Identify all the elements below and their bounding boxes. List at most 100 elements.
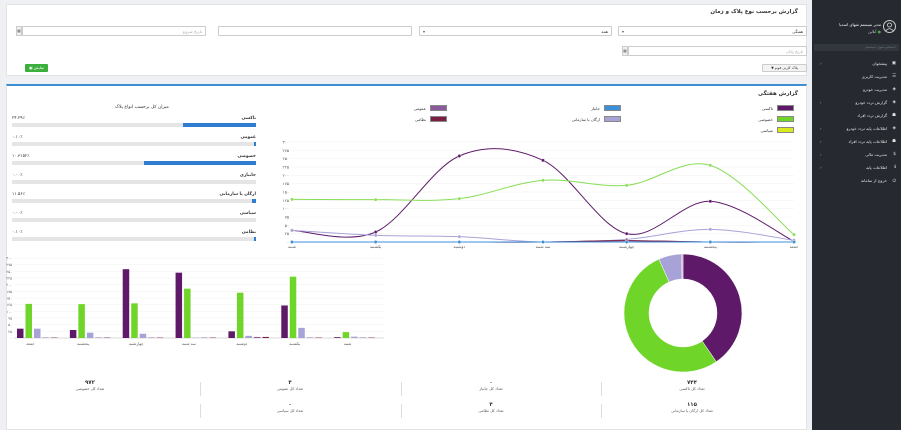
sidebar-item[interactable]: ▣ پیشخوان ‹ (812, 58, 901, 70)
legend-item[interactable]: خصوصی (758, 116, 817, 124)
bar[interactable] (228, 331, 235, 338)
stat-count-label: تعداد کل نظامی (478, 408, 504, 413)
bar-chart: ۰ ۲۵ ۵۰ ۷۵ ۱۰۰ ۱۲۵ ۱۵۰ ۱۷۵ ۲۰۰ ۲۲۵ ۲۵۰ ۲۷۵ ۳۰۰ جمعه پن… (6, 257, 384, 346)
car-info-icon: ◈ (892, 126, 896, 131)
legend-item[interactable]: ارگان یا سازمانی (572, 116, 644, 124)
bar[interactable] (34, 328, 41, 338)
bar[interactable] (342, 332, 350, 338)
x-tick-label: پنجشنبه (704, 244, 717, 249)
data-point[interactable] (624, 183, 629, 188)
stat-count: ۹۷۲ (84, 380, 96, 386)
date-start-input[interactable]: تاریخ شروع (22, 26, 206, 36)
legend-item[interactable]: عمومی (414, 105, 470, 113)
sidebar-item[interactable]: ⏻ خروج از سامانه (812, 175, 901, 187)
y-tick-label: ۲۰۰ (6, 283, 12, 287)
bar[interactable] (262, 336, 269, 338)
bar[interactable] (289, 276, 297, 338)
line-chart: ۰ ۲۵ ۵۰ ۷۵ ۱۰۰ ۱۲۵ ۱۵۰ ۱۷۵ ۲۰۰ ۲۲۵ ۲۵۰ ۲۷۵ ۳۰۰ شنبه یک… (283, 140, 799, 250)
legend-item[interactable]: سیاسی (761, 127, 817, 135)
plate-detect-button[interactable]: ▼ پلاک کارتی فوتو (762, 64, 807, 72)
bar[interactable] (236, 292, 244, 338)
calendar-icon[interactable]: ▦ (622, 46, 628, 56)
users-icon: ☰ (891, 74, 896, 79)
y-tick-label: ۷۵ (8, 317, 12, 321)
data-point[interactable] (708, 240, 713, 244)
bar[interactable] (86, 332, 94, 338)
bar[interactable] (245, 335, 252, 338)
bar[interactable] (78, 304, 85, 338)
user-icon (885, 22, 894, 32)
sidebar-item[interactable]: ☗ اطلاعات پایه تردد افراد ‹ (812, 136, 901, 148)
data-point[interactable] (373, 240, 378, 244)
data-point[interactable] (624, 231, 629, 236)
data-point[interactable] (373, 197, 378, 202)
plate-type-select[interactable]: همه ▾ (419, 26, 612, 36)
data-point[interactable] (290, 240, 294, 244)
user-name: مدیر سیستم شهای اسدیا (839, 22, 881, 27)
sidebar-item[interactable]: ◈ مدیریت خودرو (812, 84, 901, 96)
stat-count: ۷۴۴ (686, 380, 698, 386)
period-select[interactable]: هفتگی ▾ (618, 26, 807, 36)
bar[interactable] (351, 336, 358, 338)
data-point[interactable] (373, 233, 378, 238)
data-point[interactable] (290, 197, 294, 202)
bar[interactable] (131, 303, 138, 338)
sidebar-item-label: مدیریت کاربری (861, 74, 887, 79)
legend-item[interactable]: تاکسی (762, 105, 817, 113)
data-point[interactable] (457, 240, 462, 244)
bar[interactable] (139, 333, 147, 338)
legend-item[interactable]: جانباز (591, 105, 644, 113)
data-point[interactable] (457, 154, 462, 158)
stat-count-label: تعداد کل عمومی (276, 386, 304, 391)
chevron-left-icon: ‹ (820, 139, 822, 144)
bar[interactable] (25, 303, 33, 338)
bar[interactable] (184, 288, 191, 338)
date-end-input[interactable]: تاریخ پایان (628, 46, 807, 56)
donut-slice[interactable] (623, 258, 717, 373)
legend-item[interactable]: نظامی (415, 116, 470, 124)
donut-slice[interactable] (681, 253, 684, 280)
bar[interactable] (69, 330, 77, 338)
legend-swatch (604, 105, 621, 111)
data-point[interactable] (792, 240, 796, 244)
data-point[interactable] (708, 163, 713, 168)
bar[interactable] (122, 269, 130, 338)
legend-label: عمومی (413, 106, 426, 111)
data-point[interactable] (708, 227, 713, 232)
data-point[interactable] (792, 232, 796, 237)
divider (401, 382, 402, 396)
sidebar-item[interactable]: ◈ گزارش تردد خودرو ‹ (812, 97, 901, 109)
data-point[interactable] (457, 196, 462, 201)
sidebar-item[interactable]: ℹ اطلاعات پایه ‹ (812, 162, 901, 174)
data-point[interactable] (624, 240, 629, 244)
bar[interactable] (298, 327, 305, 338)
avatar[interactable] (883, 20, 896, 33)
calendar-icon[interactable]: ▦ (16, 26, 22, 36)
sidebar-search-input[interactable]: جستجو منوی سیستم (814, 44, 899, 51)
divider (200, 382, 201, 396)
sidebar-item[interactable]: ☰ مدیریت کاربری (812, 71, 901, 83)
extra-filter-input[interactable] (218, 26, 412, 36)
donut-slice[interactable] (682, 253, 743, 363)
data-point[interactable] (708, 199, 713, 204)
stat-count: ۱۱۵ (686, 402, 698, 408)
bar[interactable] (253, 336, 261, 338)
data-point[interactable] (541, 240, 545, 244)
sidebar-item-label: گزارش تردد خودرو (855, 100, 887, 105)
sidebar-item[interactable]: ◈ اطلاعات پایه تردد خودرو ‹ (812, 123, 901, 135)
sidebar-item[interactable]: ☗ گزارش تردد افراد (812, 110, 901, 122)
bar[interactable] (281, 305, 288, 338)
car-icon: ◈ (892, 87, 896, 92)
data-point[interactable] (541, 158, 545, 163)
bar[interactable] (175, 272, 183, 338)
bar[interactable] (334, 337, 341, 338)
bar[interactable] (17, 328, 24, 338)
sidebar-item[interactable]: $ مدیریت مالی ‹ (812, 149, 901, 161)
data-point[interactable] (541, 178, 545, 183)
legend-label: جانباز (590, 106, 600, 111)
data-point[interactable] (457, 234, 462, 239)
y-tick-label: ۱۲۵ (283, 198, 289, 203)
data-point[interactable] (290, 228, 294, 233)
show-button[interactable]: ▣ نمایش (25, 64, 48, 72)
data-point[interactable] (373, 230, 378, 234)
